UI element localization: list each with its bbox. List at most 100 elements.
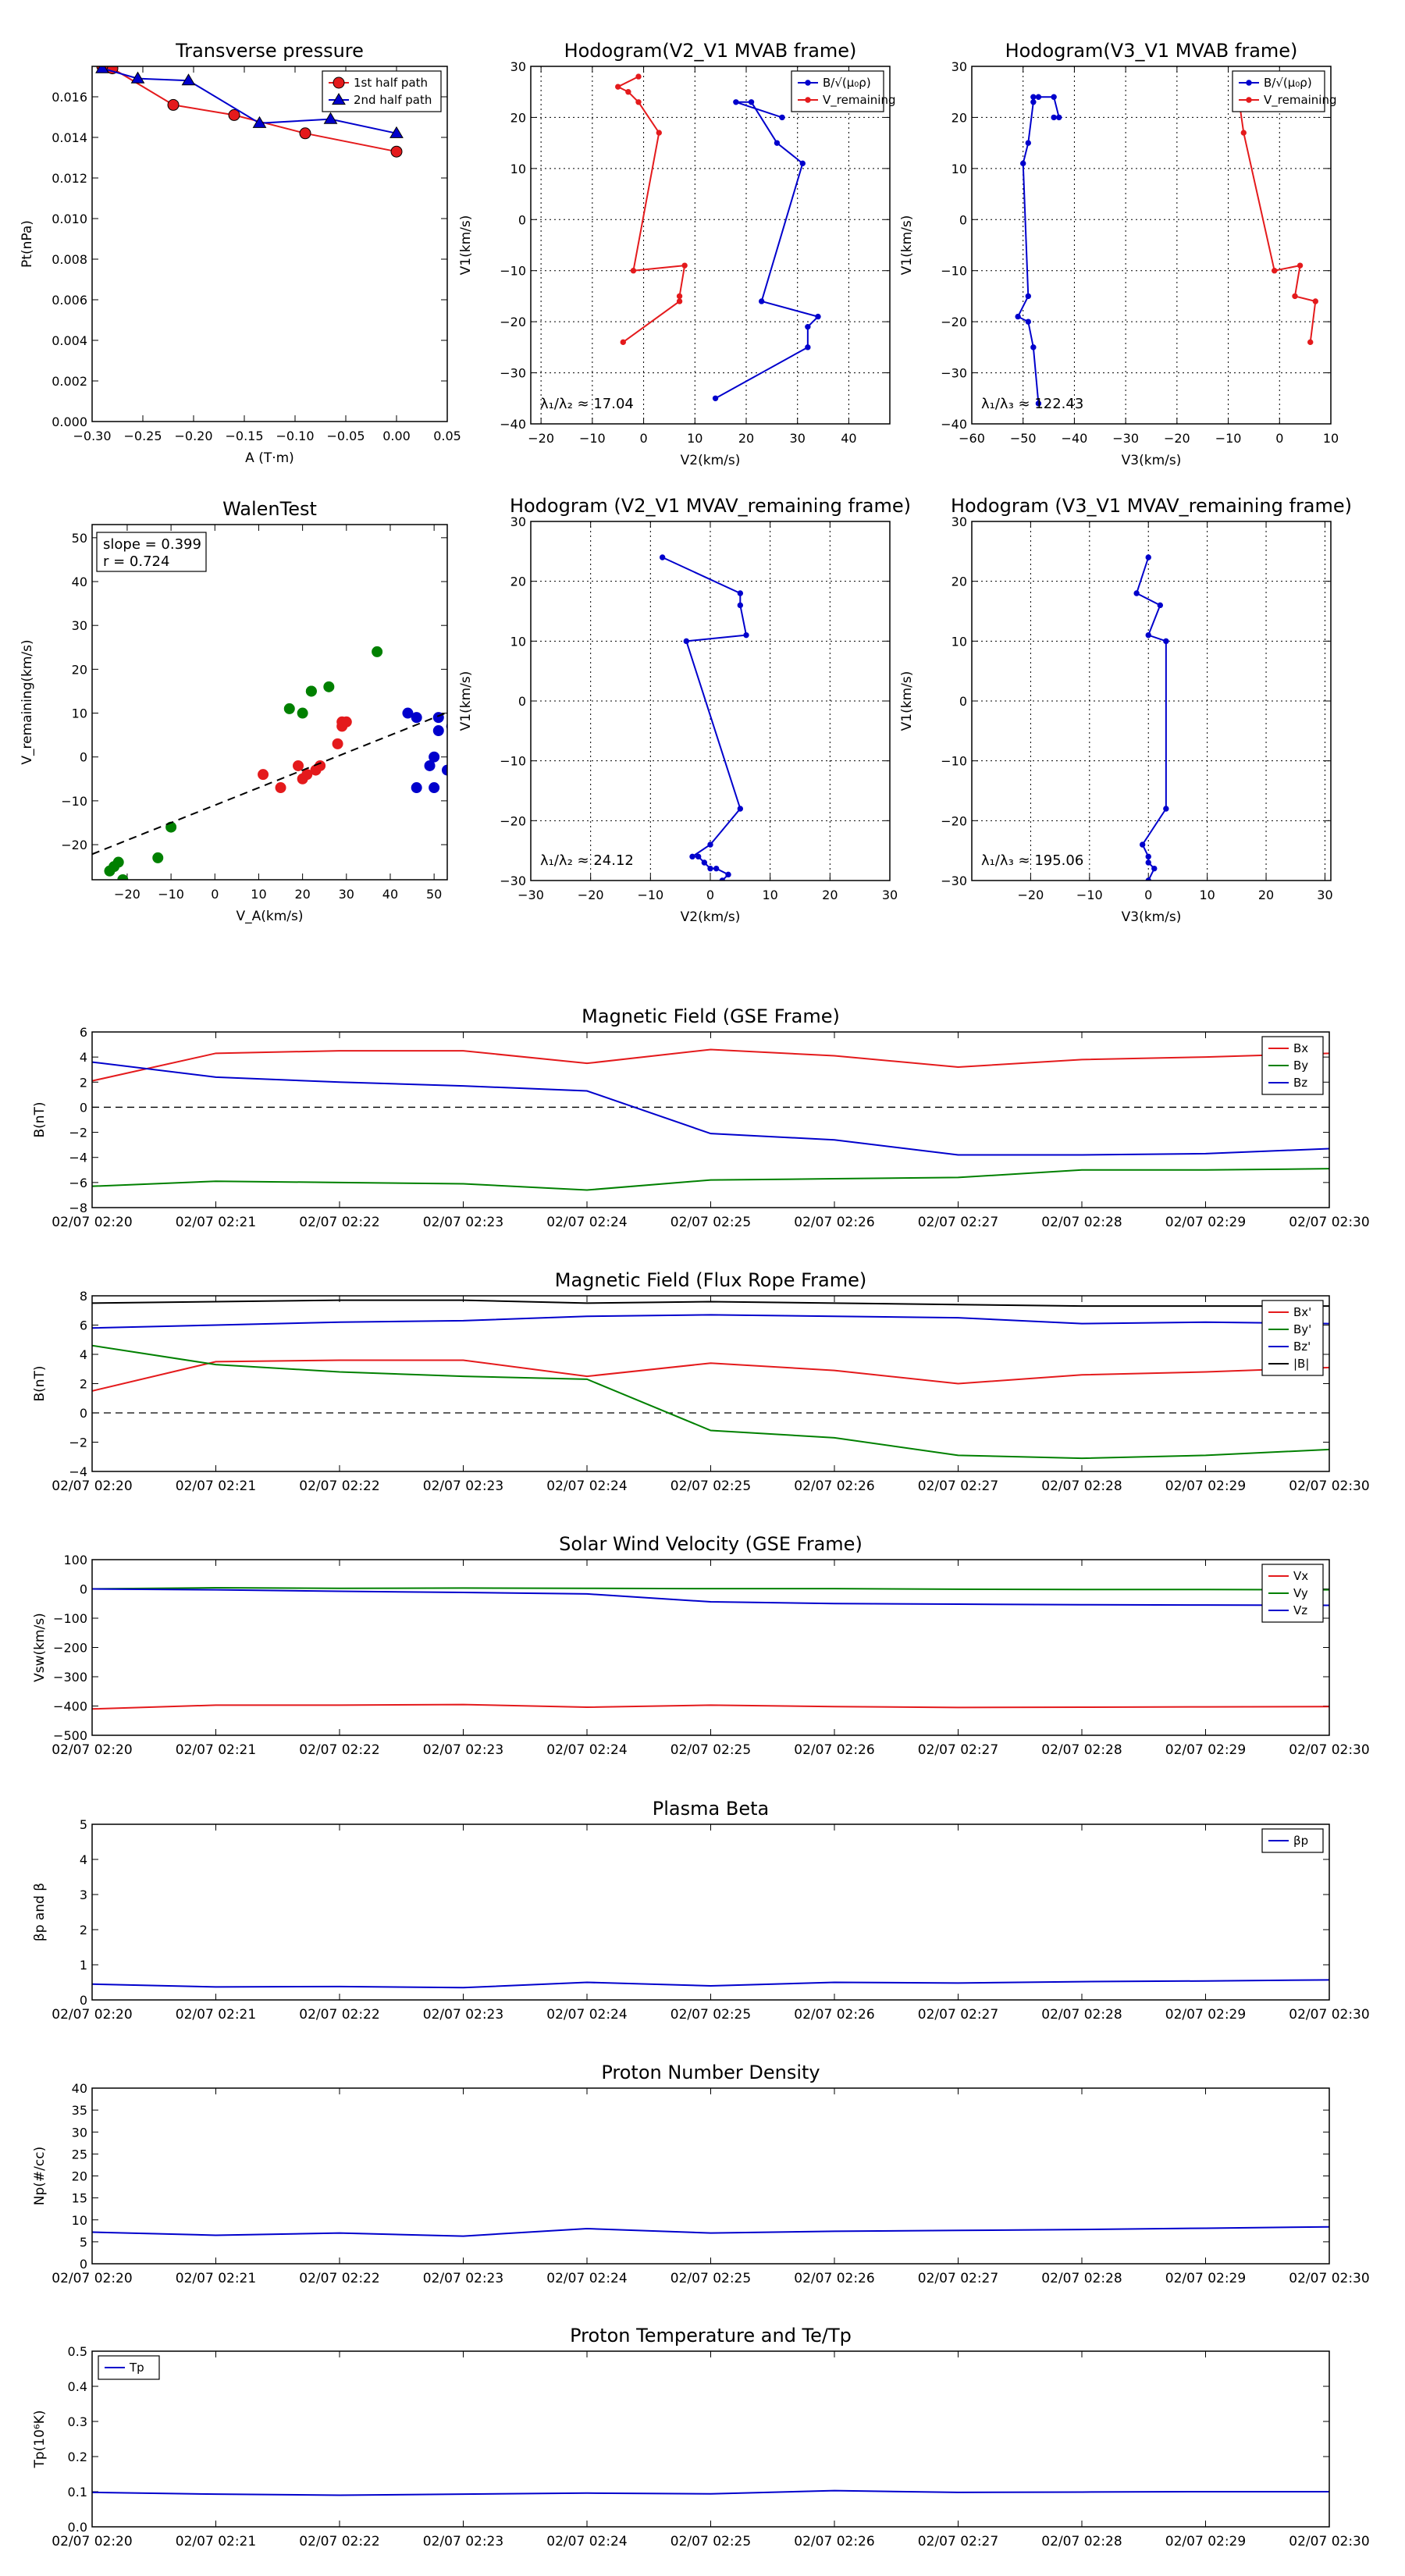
scatter-point [429,751,440,763]
y-tick-label: −100 [53,1611,87,1626]
data-point [774,140,781,146]
data-point [676,298,683,304]
data-point [1133,590,1140,596]
x-tick-label: −0.15 [225,429,263,443]
scatter-point [432,725,444,737]
legend: B/√(μ₀ρ) V_remaining [1232,70,1337,112]
series-layer [92,2226,1329,2237]
y-tick-label: 5 [80,1817,87,1832]
data-point [1163,638,1169,645]
scatter-point [117,874,129,880]
data-point [712,395,719,401]
series-line-2nd half path [101,67,397,134]
x-tick-label: 02/07 02:25 [670,2534,751,2549]
chart-title: Plasma Beta [653,1798,769,1820]
series-layer [92,1299,1329,1460]
data-point [1151,865,1158,872]
plot-area [972,66,1331,424]
plot-area [92,2088,1329,2264]
y-axis-label: Tp(10⁶K) [32,2410,48,2468]
x-tick-label: 02/07 02:21 [176,2271,256,2286]
plot-frame [91,2350,1330,2528]
y-tick-label: −30 [500,366,526,381]
x-tick-label: 02/07 02:26 [794,2007,874,2023]
legend: βp [1261,1828,1324,1853]
data-point [1056,114,1062,121]
y-tick-label: 0.002 [52,374,87,389]
y-tick-label: 0.012 [52,171,87,186]
y-tick-label: 0.014 [52,130,87,145]
chart-title: Hodogram (V3_V1 MVAV_remaining frame) [951,495,1352,517]
y-tick-label: −4 [69,1151,87,1165]
data-point [323,112,338,124]
y-tick-label: −30 [941,366,967,381]
data-point [95,66,109,73]
x-tick-label: −20 [1164,431,1190,446]
y-tick-label: 10 [951,162,967,176]
plot-area [92,2351,1329,2527]
x-tick-label: 02/07 02:22 [299,1478,379,1494]
x-tick-label: 02/07 02:29 [1165,2007,1246,2023]
chart-h3: −30 −20 −10 0 10 20 30−30−20−100102030Hodogram… [458,495,911,925]
x-tick-label: 02/07 02:24 [546,2007,627,2023]
data-point [130,71,145,84]
series-line-By' [92,1344,1329,1460]
x-tick-label: 02/07 02:21 [176,1742,256,1758]
eigenvalue-ratio-label: λ₁/λ₂ ≈ 17.04 [540,396,634,412]
y-tick-label: −20 [500,315,526,329]
y-tick-label: 20 [951,110,967,125]
x-axis-label: V3(km/s) [1122,909,1182,925]
y-tick-label: 10 [951,634,967,649]
y-axis-label: Vsw(km/s) [32,1613,48,1682]
y-tick-label: 2 [80,1075,87,1090]
plot-area [92,1560,1329,1735]
x-tick-label: 0 [1144,888,1152,902]
x-tick-label: 02/07 02:24 [546,1742,627,1758]
legend-swatch-marker [805,97,811,103]
y-tick-label: 30 [72,2125,87,2140]
x-tick-label: 02/07 02:23 [423,2271,503,2286]
data-point [707,841,713,848]
stats-text: slope = 0.399 [103,536,201,553]
eigenvalue-ratio-label: λ₁/λ₃ ≈ 122.43 [981,396,1083,412]
y-tick-label: 30 [72,618,87,633]
y-tick-label: 10 [72,2213,87,2228]
chart-title: Magnetic Field (Flux Rope Frame) [555,1269,866,1291]
x-tick-label: 02/07 02:26 [794,1215,874,1230]
legend-label: βp [1293,1834,1308,1848]
x-tick-label: 02/07 02:20 [52,1215,132,1230]
stats-text: r = 0.724 [103,553,169,570]
y-tick-label: 8 [80,1289,87,1304]
y-tick-label: 20 [72,2169,87,2184]
series-layer [92,2489,1329,2496]
y-tick-label: −4 [69,1464,87,1479]
x-tick-label: 02/07 02:24 [546,1478,627,1494]
x-tick-label: 02/07 02:27 [918,2534,998,2549]
series-line-By [92,1168,1329,1191]
x-tick-label: 40 [382,887,398,902]
plot-area [92,1032,1329,1208]
y-tick-label: −30 [500,873,526,888]
plot-area [92,1296,1329,1471]
scatter-point [297,707,308,719]
data-point [1035,94,1042,100]
series-layer [1133,554,1169,881]
y-tick-label: 20 [510,110,526,125]
x-tick-label: −10 [579,431,606,446]
y-tick-label: 0 [80,1100,87,1115]
data-point [737,602,744,609]
legend-label: 1st half path [354,76,428,90]
x-tick-label: −0.10 [276,429,314,443]
legend: 1st half path 2nd half path [322,70,442,112]
x-axis-label: A (T·m) [245,450,294,466]
data-point [635,73,642,80]
chart-ts2: 02/07 02:20 02/07 02:21 02/07 02:22 02/07 0… [32,1269,1370,1494]
y-tick-label: 35 [72,2103,87,2118]
x-tick-label: 02/07 02:29 [1165,1742,1246,1758]
y-tick-label: −2 [69,1126,87,1140]
legend: Bx' By' Bz' |B| [1261,1300,1324,1376]
y-axis-label: B(nT) [32,1365,48,1401]
x-tick-label: 10 [762,888,777,902]
